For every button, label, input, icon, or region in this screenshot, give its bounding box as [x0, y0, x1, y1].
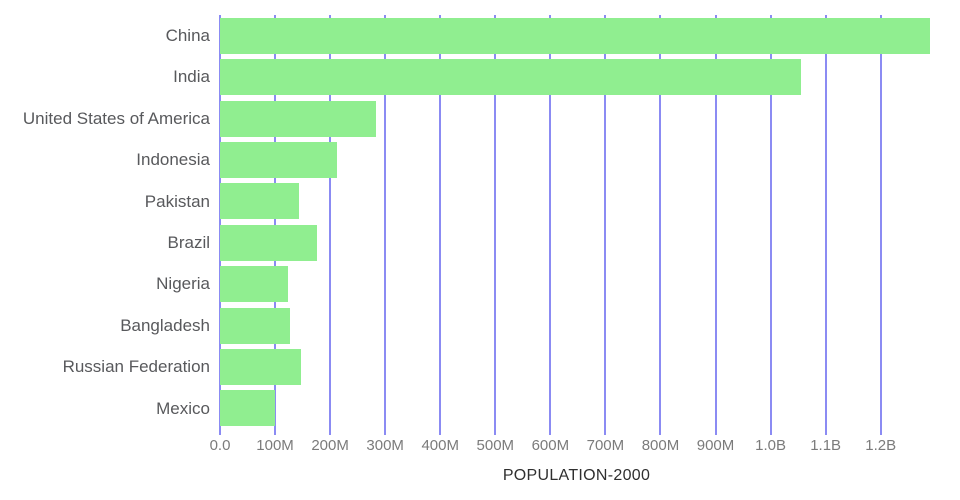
category-label-bangladesh: Bangladesh [120, 315, 210, 335]
tick-label-300m: 300M [366, 437, 404, 454]
y-axis-category-labels: China India United States of America Indone… [0, 15, 214, 429]
gridline-1-1b [824, 15, 827, 429]
gridline-1-0b [769, 15, 772, 429]
bar-china [220, 17, 931, 54]
gridline-800m [659, 15, 662, 429]
bar-nigeria [220, 266, 288, 303]
gridline-0-0 [219, 15, 221, 429]
bar-united-states-of-america [220, 100, 377, 137]
tick-mark-100m [274, 429, 277, 435]
tick-label-900m: 900M [696, 437, 735, 454]
gridline-100m [274, 15, 277, 429]
x-axis-title: POPULATION-2000 [502, 467, 651, 484]
category-label-indonesia: Indonesia [136, 150, 210, 170]
category-label-brazil: Brazil [167, 233, 210, 252]
category-label-china: China [165, 26, 210, 45]
tick-mark-1-0b [769, 429, 772, 435]
gridline-600m [549, 15, 552, 429]
tick-label-1-2b: 1.2B [865, 437, 897, 454]
tick-mark-900m [714, 429, 717, 435]
tick-label-700m: 700M [586, 437, 625, 454]
category-label-mexico: Mexico [156, 398, 210, 418]
category-label-united-states-of-america: United States of America [22, 108, 210, 128]
gridline-300m [384, 15, 387, 429]
x-axis: 0.0 100M 200M 300M 400M 500M 600M 700M 800M 900M 1… [210, 429, 933, 459]
plot-area [219, 15, 933, 429]
gridline-1-2b [879, 15, 882, 429]
category-label-india: India [173, 67, 210, 87]
gridline-900m [714, 15, 717, 429]
tick-mark-600m [549, 429, 552, 435]
bar-russian-federation [220, 348, 301, 385]
tick-label-600m: 600M [531, 437, 570, 454]
tick-mark-300m [384, 429, 387, 435]
gridline-400m [439, 15, 442, 429]
tick-label-1-0b: 1.0B [755, 437, 787, 454]
tick-mark-1-2b [879, 429, 882, 435]
tick-mark-800m [659, 429, 662, 435]
tick-label-400m: 400M [421, 437, 459, 454]
bar-india [220, 59, 802, 96]
category-label-pakistan: Pakistan [144, 191, 210, 211]
tick-mark-1-1b [824, 429, 827, 435]
gridline-700m [604, 15, 607, 429]
tick-mark-700m [604, 429, 607, 435]
category-label-russian-federation: Russian Federation [62, 357, 210, 377]
tick-label-200m: 200M [311, 437, 349, 454]
tick-label-800m: 800M [641, 437, 680, 454]
bar-brazil [220, 224, 318, 261]
tick-mark-0-0 [219, 429, 221, 435]
bar-mexico [220, 390, 276, 427]
tick-label-500m: 500M [476, 437, 515, 454]
tick-label-100m: 100M [256, 437, 294, 454]
tick-label-1-1b: 1.1B [810, 437, 842, 454]
tick-mark-400m [439, 429, 442, 435]
category-label-nigeria: Nigeria [156, 274, 210, 294]
gridline-500m [494, 15, 497, 429]
bar-bangladesh [220, 307, 291, 344]
tick-label-0-0: 0.0 [209, 437, 231, 454]
bar-pakistan [220, 183, 299, 220]
bar-indonesia [220, 141, 337, 178]
gridline-200m [329, 15, 332, 429]
tick-mark-500m [494, 429, 497, 435]
tick-mark-200m [329, 429, 332, 435]
